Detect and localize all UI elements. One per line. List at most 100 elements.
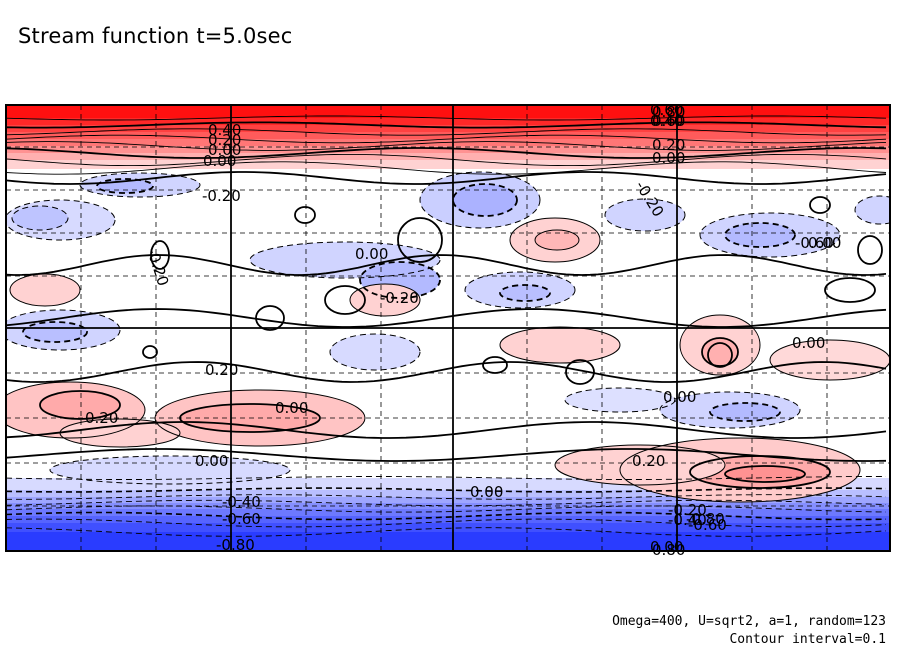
zero-contour — [142, 345, 158, 359]
contour-line-negative — [6, 518, 887, 528]
contour-label: 0.00 — [470, 483, 503, 501]
contour-line — [6, 115, 887, 121]
negative-anomaly — [710, 403, 780, 421]
negative-anomaly — [23, 322, 87, 342]
contour-line-negative — [49, 455, 291, 485]
contour-line-negative — [6, 487, 887, 493]
contour-label: -0.40 — [222, 493, 261, 511]
negative-anomaly — [605, 199, 685, 231]
band-positive — [6, 132, 890, 140]
positive-anomaly — [702, 338, 738, 366]
contour-line-negative — [6, 511, 887, 521]
zero-contour — [6, 421, 887, 439]
grid-lines — [6, 105, 890, 551]
positive-anomaly — [555, 445, 725, 485]
zero-contour — [294, 206, 316, 224]
contour-line-negative — [724, 222, 796, 248]
zero-contour — [857, 235, 883, 265]
band-positive — [6, 105, 890, 119]
zero-contour — [824, 277, 876, 303]
contour-line-negative — [249, 241, 441, 279]
contour-label: 0.00 — [355, 245, 388, 263]
contour-line-negative — [22, 321, 88, 343]
contour-line-negative — [854, 195, 890, 225]
contour-line — [509, 217, 601, 263]
positive-anomaly — [500, 327, 620, 363]
contour-label: 0.80 — [652, 103, 685, 121]
contour-line-negative — [6, 505, 887, 513]
contour-line-negative — [6, 309, 121, 351]
contour-label: 0.00 — [203, 152, 236, 170]
contour-line-negative — [464, 271, 576, 309]
parameters-note: Omega=400, U=sqrt2, a=1, random=123 — [612, 614, 886, 629]
positive-anomaly — [40, 391, 120, 419]
contour-line — [554, 444, 726, 486]
zero-contour — [6, 308, 887, 328]
contour-label: 0.20 — [85, 409, 118, 427]
positive-anomaly — [60, 419, 180, 447]
contour-line-negative — [699, 212, 841, 258]
band-negative — [6, 497, 890, 504]
contour-label: -0.60 — [688, 516, 727, 534]
contour-line — [6, 128, 887, 136]
contour-line — [349, 283, 421, 317]
contour-label: 0.60 — [652, 112, 685, 130]
negative-anomaly — [855, 196, 890, 224]
plot-frame — [5, 104, 891, 552]
negative-anomaly — [500, 285, 550, 301]
band-positive — [6, 146, 890, 154]
contour-line-negative — [499, 284, 551, 302]
zero-contour — [324, 285, 366, 315]
band-positive — [6, 160, 890, 169]
contour-line — [39, 390, 121, 420]
contour-label: -0.20 — [202, 187, 241, 205]
zero-contour — [6, 448, 887, 462]
contour-line — [6, 381, 146, 439]
contour-label: -0.20 — [668, 501, 707, 519]
zero-contour — [150, 240, 170, 270]
contour-label: 0.00 — [663, 388, 696, 406]
zero-contour — [397, 217, 443, 263]
contour-line-negative — [6, 527, 887, 537]
contour-line-negative — [419, 171, 541, 229]
band-positive — [6, 118, 890, 126]
contour-label: 0.00 — [792, 334, 825, 352]
contour-label: 0.00 — [650, 538, 683, 556]
band-negative — [6, 503, 890, 510]
zero-contour — [707, 342, 733, 368]
contour-label: 0.00 — [275, 399, 308, 417]
band-negative — [6, 516, 890, 524]
contour-line — [769, 339, 890, 381]
contour-label: 0.00 — [195, 452, 228, 470]
contour-line-negative — [329, 333, 421, 371]
contour-interval-note: Contour interval=0.1 — [729, 632, 886, 647]
contour-line-negative — [709, 402, 781, 422]
contour-line-negative — [6, 199, 116, 241]
positive-anomaly — [350, 284, 420, 316]
band-negative — [6, 490, 890, 498]
negative-anomaly — [725, 223, 795, 247]
chart-title: Stream function t=5.0sec — [18, 24, 293, 48]
positive-anomaly — [770, 340, 890, 380]
contour-label: 0.20 — [208, 131, 241, 149]
zero-contour — [6, 171, 887, 185]
zero-contour — [6, 254, 887, 276]
contour-line-negative — [6, 476, 886, 480]
contour-label: -0.80 — [686, 510, 725, 528]
contour-label: 0.20 — [632, 452, 665, 470]
contour-line-negative — [6, 499, 887, 507]
contour-label: 0.20 — [205, 361, 238, 379]
contour-line — [534, 229, 580, 251]
band-negative — [6, 532, 890, 551]
contour-label: -0.60 — [795, 234, 834, 252]
contour-label: 0.20 — [652, 136, 685, 154]
contour-line — [6, 141, 887, 151]
contour-labels: 0.800.600.400.200.00-0.20-0.40-0.60-0.80… — [85, 101, 841, 559]
zero-contour — [809, 196, 831, 214]
zero-contour — [565, 359, 595, 385]
contour-line-negative — [11, 205, 69, 231]
contour-line — [679, 314, 761, 376]
zero-contour — [255, 305, 285, 331]
negative-anomaly — [330, 334, 420, 370]
